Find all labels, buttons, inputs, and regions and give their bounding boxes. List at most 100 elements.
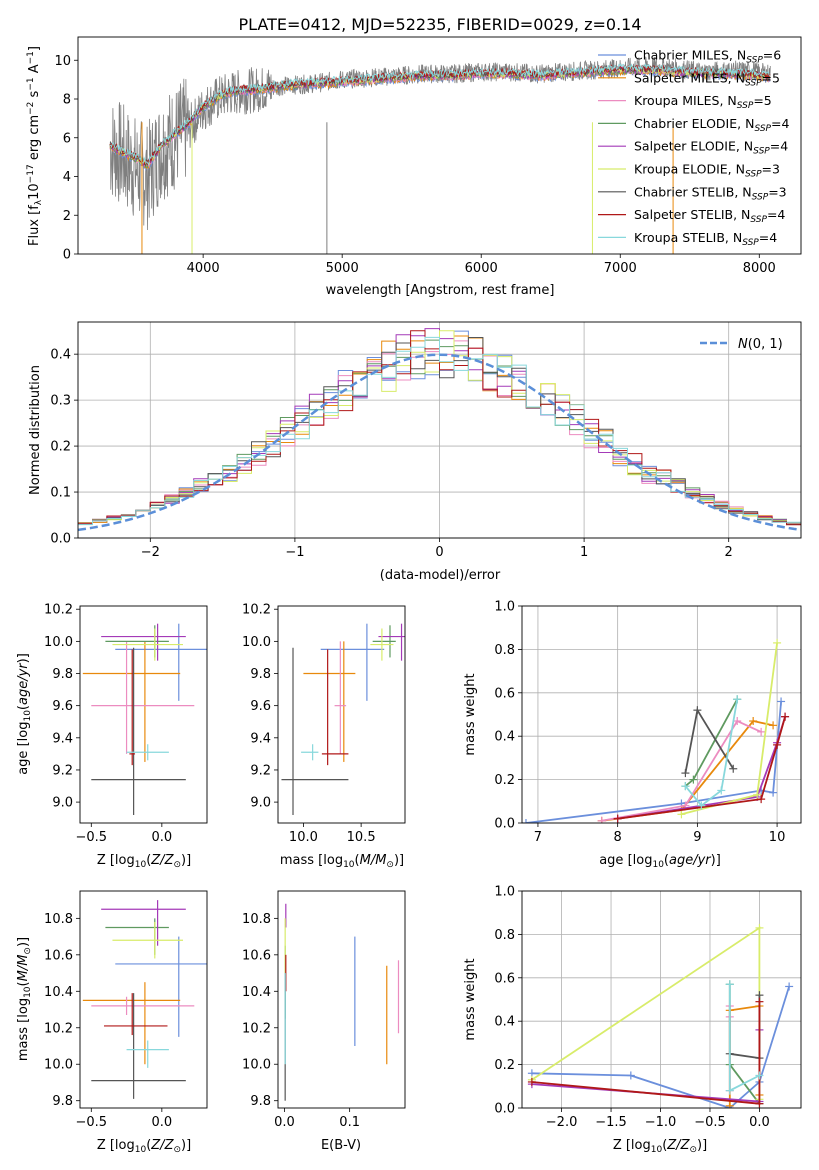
weight-vs-age-xlabel-part: age/yr (669, 853, 712, 868)
legend-sub: SSP (742, 238, 759, 248)
age-vs-mass-points (281, 623, 405, 815)
legend-sub: SSP (752, 192, 769, 202)
residuals-ytick-label: 0.0 (50, 532, 71, 547)
weight-vs-age-frame (521, 605, 802, 824)
ylabel-part: s (27, 90, 42, 101)
weight-vs-Z-ylabel: mass weight (463, 958, 478, 1040)
age-vs-Z-ylabel-part: age/yr (16, 662, 31, 705)
spectrum-xlabel: wavelength [Angstrom, rest frame] (326, 283, 555, 298)
residuals-frame (77, 321, 802, 539)
weight-vs-Z-ytick-label: 0.0 (494, 1102, 515, 1117)
weight-vs-Z-xtick-label: −0.5 (694, 1115, 726, 1130)
weight-vs-age-xtick-label: 8 (614, 830, 622, 845)
spectrum-xtick-label: 4000 (187, 261, 220, 276)
age-vs-mass-ytick-label: 9.2 (250, 763, 271, 778)
ylabel-sup: −2 (26, 102, 36, 115)
weight-vs-Z-line-kroupa_stelib (728, 984, 760, 1093)
residuals-ytick-label: 0.3 (50, 394, 71, 409)
age-vs-Z-xlabel-part: ( (146, 853, 151, 868)
age-vs-Z-xlabel-part: Z [log (97, 853, 135, 868)
weight-vs-age-xtick-label: 10 (769, 830, 786, 845)
mass-vs-ebv-ytick-label: 10.0 (242, 1058, 271, 1073)
spectrum-ytick-label: 10 (54, 54, 71, 69)
ylabel-part: erg cm (27, 115, 42, 164)
age-vs-Z-xtick-label: −0.5 (75, 830, 107, 845)
spectrum-xtick-label: 5000 (326, 261, 359, 276)
legend-label-normal: N(0, 1) (738, 337, 783, 352)
age-vs-Z-xlabel: Z [log10(Z/Z⊙)] (97, 853, 191, 870)
spectrum-frame (77, 36, 802, 255)
age-vs-Z-ylabel-part: 10 (23, 710, 33, 722)
age-vs-mass-ytick-label: 9.6 (250, 699, 271, 714)
age-vs-mass-xlabel-part: ( (355, 853, 360, 868)
weight-vs-Z-xlabel-part: 10 (651, 1145, 663, 1155)
legend-label-salpeter_miles: Salpeter MILES, NSSP=5 (634, 70, 780, 88)
ylabel-sup: −17 (26, 164, 36, 183)
legend-sub: SSP (754, 124, 771, 134)
age-vs-Z-ytick-label: 9.0 (52, 796, 73, 811)
mass-vs-ebv-ytick-label: 10.4 (242, 985, 271, 1000)
age-vs-Z-ylabel-part: ( (16, 705, 31, 710)
weight-vs-age-ytick-label: 0.8 (494, 643, 515, 658)
legend-label-kroupa_stelib: Kroupa STELIB, NSSP=4 (634, 230, 777, 248)
residuals-ytick-label: 0.2 (50, 440, 71, 455)
age-vs-Z-ylabel-part: age [log (16, 722, 31, 775)
legend-sub: SSP (753, 147, 770, 157)
mass-vs-Z-xlabel-part: Z [log (97, 1138, 135, 1153)
histogram-kroupa_stelib (78, 336, 801, 526)
age-vs-Z-ytick-label: 10.2 (44, 603, 73, 618)
age-vs-Z-ylabel-part: )] (16, 653, 31, 663)
weight-vs-age-ytick-label: 0.2 (494, 773, 515, 788)
spectrum-xtick-label: 8000 (743, 261, 776, 276)
legend-rest: =4 (767, 207, 785, 222)
age-vs-Z-points (82, 623, 207, 815)
mass-vs-Z-xlabel-part: ⊙ (173, 1145, 181, 1155)
histogram-xlabel: (data-model)/error (380, 568, 501, 583)
weight-vs-age-xlabel-part: )] (711, 853, 721, 868)
weight-vs-Z-line-chabrier_stelib (729, 995, 761, 1060)
histogram-ylabel: Normed distribution (28, 365, 43, 495)
ylabel-sup: −1 (26, 77, 36, 90)
residuals-xtick-label: −1 (285, 545, 304, 560)
weight-vs-age-ytick-label: 0.0 (494, 817, 515, 832)
age-vs-Z-frame (79, 605, 208, 824)
mass-vs-Z-ylabel-part: mass [log (16, 998, 31, 1061)
weight-vs-Z-series (527, 923, 794, 1108)
weight-vs-Z-xlabel: Z [log10(Z/Z⊙)] (613, 1138, 707, 1155)
age-vs-Z-ytick-label: 9.8 (52, 667, 73, 682)
ylabel-part: 10 (27, 183, 42, 200)
weight-vs-Z-ytick-label: 0.4 (494, 1015, 515, 1030)
weight-vs-Z-xtick-label: −2.0 (546, 1115, 578, 1130)
weight-vs-Z-line-chabrier_miles (531, 986, 790, 1108)
weight-vs-Z-ytick-label: 0.8 (494, 928, 515, 943)
normal-args: (0, 1) (748, 337, 783, 352)
ylabel-part: ] (27, 46, 42, 51)
mass-vs-Z-xlabel-part: )] (181, 1138, 191, 1153)
mass-vs-Z-ylabel-part: M/M (16, 955, 31, 982)
spectrum-ytick-label: 8 (63, 93, 71, 108)
age-vs-Z-xtick-label: 0.0 (152, 830, 173, 845)
mass-vs-Z-ylabel: mass [log10(M/M⊙)] (16, 937, 33, 1061)
age-vs-Z-xlabel-part: )] (181, 853, 191, 868)
mass-vs-ebv-ytick-label: 10.8 (242, 912, 271, 927)
legend-rest: =6 (763, 48, 781, 63)
histogram-series (78, 328, 801, 532)
ylabel-part: A (27, 64, 42, 77)
legend-rest: =4 (771, 116, 789, 131)
mass-vs-Z-xlabel-part: Z/Z (150, 1138, 174, 1153)
mass-vs-Z-xlabel-part: ( (146, 1138, 151, 1153)
spectrum-model-kroupa_stelib (109, 62, 771, 166)
weight-vs-age-series (522, 638, 790, 823)
legend-rest: =4 (770, 139, 788, 154)
legend-sub: SSP (737, 101, 754, 111)
age-vs-mass-ytick-label: 10.2 (242, 603, 271, 618)
age-vs-Z-xlabel-part: Z/Z (150, 853, 174, 868)
mass-vs-ebv-xlabel: E(B-V) (321, 1138, 361, 1153)
weight-vs-Z-xlabel-part: Z [log (613, 1138, 651, 1153)
mass-vs-Z-ylabel-part: 10 (23, 986, 33, 998)
weight-vs-Z-ytick-label: 1.0 (494, 885, 515, 900)
age-vs-mass-ytick-label: 9.4 (250, 731, 271, 746)
mass-vs-Z-ylabel-part: ( (16, 981, 31, 986)
age-vs-mass-xlabel-part: M/M (360, 853, 387, 868)
mass-vs-Z-ytick-label: 10.4 (44, 985, 73, 1000)
